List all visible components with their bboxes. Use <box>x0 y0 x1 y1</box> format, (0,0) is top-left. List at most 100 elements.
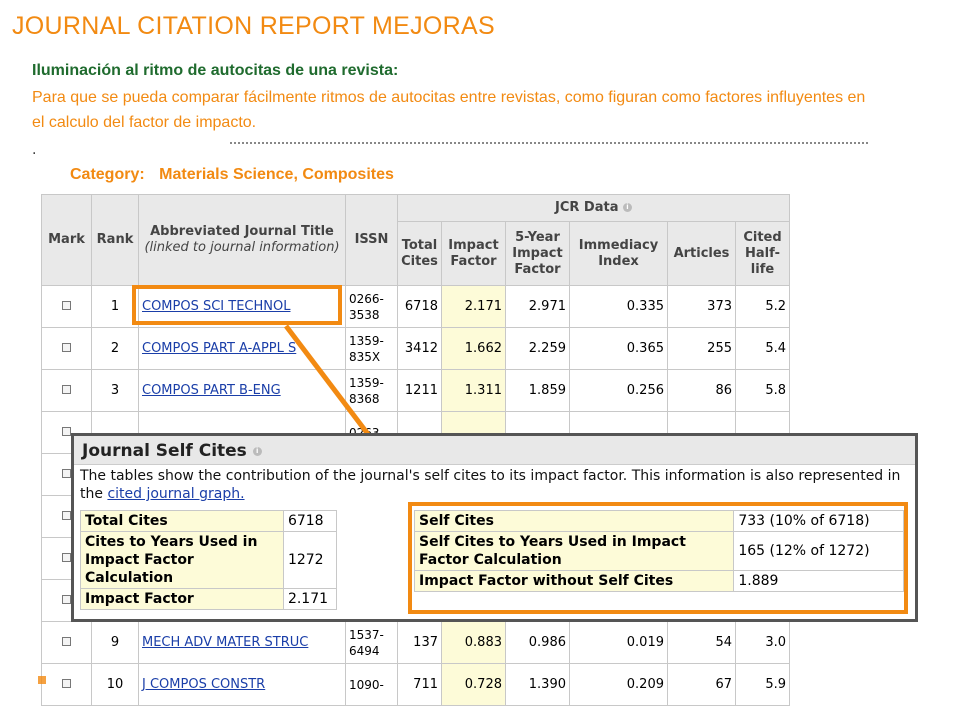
rank-cell: 3 <box>91 369 139 412</box>
half-life-cell: 5.9 <box>735 663 790 706</box>
mark-checkbox[interactable] <box>62 469 71 478</box>
journal-link[interactable]: COMPOS PART A-APPL S <box>142 341 297 356</box>
mark-checkbox[interactable] <box>62 637 71 646</box>
mark-cell <box>41 327 92 370</box>
header-impact-factor: Impact Factor <box>441 221 506 286</box>
impact-factor-cell: 0.728 <box>441 663 506 706</box>
journal-cell: MECH ADV MATER STRUC <box>138 621 346 664</box>
journal-link[interactable]: COMPOS PART B-ENG <box>142 383 281 398</box>
mark-cell <box>41 369 92 412</box>
cited-journal-graph-link[interactable]: cited journal graph. <box>107 486 245 502</box>
journal-link[interactable]: MECH ADV MATER STRUC <box>142 635 309 650</box>
mark-checkbox[interactable] <box>62 553 71 562</box>
issn-line-1: 1537- <box>349 627 384 642</box>
immediacy-cell: 0.209 <box>569 663 668 706</box>
header-articles: Articles <box>667 221 736 286</box>
info-icon[interactable]: i <box>623 203 632 212</box>
popup-row: Cites to Years Used in Impact Factor Cal… <box>80 531 338 589</box>
articles-cell: 373 <box>667 285 736 328</box>
category-value: Materials Science, Composites <box>159 166 394 183</box>
rank-cell: 10 <box>91 663 139 706</box>
popup-row-label: Self Cites to Years Used in Impact Facto… <box>413 531 735 571</box>
issn-line-2: 8368 <box>349 391 380 406</box>
header-mark: Mark <box>41 194 92 286</box>
description: Para que se pueda comparar fácilmente ri… <box>32 89 866 131</box>
issn-line-1: 0266- <box>349 291 384 306</box>
bullet-dot: . <box>32 142 37 158</box>
category-heading: Category: Materials Science, Composites <box>70 166 394 184</box>
table-row: 3 COMPOS PART B-ENG 1359- 8368 1211 1.311 1.85… <box>41 369 790 412</box>
mark-checkbox[interactable] <box>62 511 71 520</box>
slide-title: JOURNAL CITATION REPORT MEJORAS <box>12 12 495 40</box>
header-total-cites: Total Cites <box>397 221 442 286</box>
journal-cell: COMPOS PART B-ENG <box>138 369 346 412</box>
articles-cell: 54 <box>667 621 736 664</box>
impact-factor-cell: 2.171 <box>441 285 506 328</box>
mark-cell <box>41 285 92 328</box>
header-immediacy-index: Immediacy Index <box>569 221 668 286</box>
totals-table: Total Cites 6718 Cites to Years Used in Im… <box>80 510 338 610</box>
half-life-cell: 3.0 <box>735 621 790 664</box>
issn-line-1: 1090- <box>349 677 384 692</box>
popup-title-text: Journal Self Cites <box>82 441 247 461</box>
popup-row-value: 2.171 <box>282 588 338 610</box>
issn-line-1: 1359- <box>349 375 384 390</box>
total-cites-cell: 6718 <box>397 285 442 328</box>
popup-row: Total Cites 6718 <box>80 510 338 532</box>
issn-line-2: 3538 <box>349 307 380 322</box>
corner-marker <box>38 676 46 684</box>
issn-line-2: 835X <box>349 349 381 364</box>
issn-cell: 1537- 6494 <box>345 621 398 664</box>
popup-row: Impact Factor 2.171 <box>80 588 338 610</box>
popup-description-text: The tables show the contribution of the … <box>80 468 901 502</box>
popup-title: Journal Self Cites i <box>82 441 262 461</box>
table-row: 1 COMPOS SCI TECHNOL 0266- 3538 6718 2.171 2.9… <box>41 285 790 328</box>
table-row: 10 J COMPOS CONSTR 1090- 711 0.728 1.390 0.209… <box>41 663 790 706</box>
mark-checkbox[interactable] <box>62 427 71 436</box>
five-year-cell: 1.390 <box>505 663 570 706</box>
self-cites-popup: Journal Self Cites i The tables show the… <box>71 433 918 622</box>
popup-description: The tables show the contribution of the … <box>80 467 910 503</box>
self-cites-highlight-box <box>408 502 908 614</box>
popup-info-icon[interactable]: i <box>252 446 262 456</box>
mark-cell <box>41 663 92 706</box>
half-life-cell: 5.2 <box>735 285 790 328</box>
journal-link[interactable]: COMPOS SCI TECHNOL <box>142 299 291 314</box>
articles-cell: 67 <box>667 663 736 706</box>
journal-highlight-box <box>132 285 342 325</box>
popup-row: Self Cites to Years Used in Impact Facto… <box>413 531 904 571</box>
mark-checkbox[interactable] <box>62 301 71 310</box>
popup-header <box>74 436 915 465</box>
five-year-cell: 2.971 <box>505 285 570 328</box>
impact-factor-cell: 1.311 <box>441 369 506 412</box>
header-title-main: Abbreviated Journal Title <box>150 224 334 239</box>
mark-checkbox[interactable] <box>62 385 71 394</box>
total-cites-cell: 711 <box>397 663 442 706</box>
header-title-sub: (linked to journal information) <box>144 240 340 255</box>
header-jcr-data: JCR Data i <box>397 194 790 222</box>
articles-cell: 255 <box>667 327 736 370</box>
popup-row-value: 733 (10% of 6718) <box>733 510 904 532</box>
popup-row: Self Cites 733 (10% of 6718) <box>413 510 904 532</box>
journal-cell: COMPOS PART A-APPL S <box>138 327 346 370</box>
popup-row-label: Impact Factor <box>80 588 284 610</box>
journal-link[interactable]: J COMPOS CONSTR <box>142 677 266 692</box>
half-life-cell: 5.8 <box>735 369 790 412</box>
subheading: Iluminación al ritmo de autocitas de una… <box>32 62 399 79</box>
impact-factor-cell: 0.883 <box>441 621 506 664</box>
dotted-divider <box>230 142 868 144</box>
table-row: 9 MECH ADV MATER STRUC 1537- 6494 137 0.883 0.… <box>41 621 790 664</box>
popup-row: Impact Factor without Self Cites 1.889 <box>413 570 904 592</box>
half-life-cell: 5.4 <box>735 327 790 370</box>
mark-checkbox[interactable] <box>62 343 71 352</box>
mark-checkbox[interactable] <box>62 595 71 604</box>
header-issn: ISSN <box>345 194 398 286</box>
category-label: Category: <box>70 166 145 183</box>
five-year-cell: 1.859 <box>505 369 570 412</box>
jcr-data-label: JCR Data <box>555 200 619 215</box>
popup-row-label: Impact Factor without Self Cites <box>413 570 735 592</box>
issn-line-2: 6494 <box>349 643 380 658</box>
total-cites-cell: 137 <box>397 621 442 664</box>
mark-checkbox[interactable] <box>62 679 71 688</box>
